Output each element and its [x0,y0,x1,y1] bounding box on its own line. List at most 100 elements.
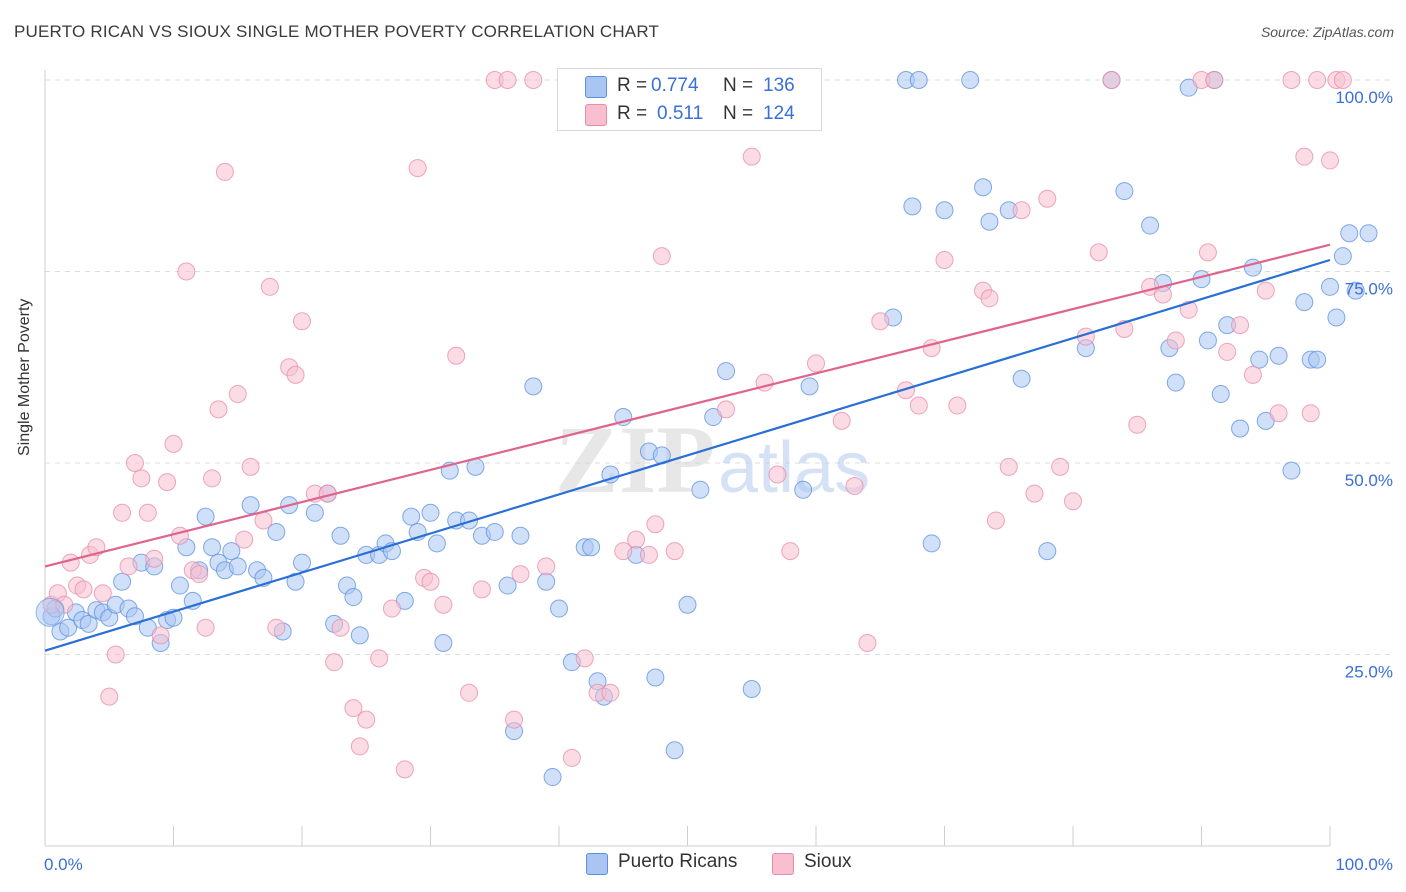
data-point [472,580,491,599]
data-point [331,618,350,637]
bottom-legend-swatch-pink [772,853,794,875]
data-point [845,476,864,495]
data-point [1327,308,1346,327]
data-point [524,377,543,396]
y-tick-label: 25.0% [1345,663,1393,682]
data-point [203,538,222,557]
data-point [254,511,273,530]
data-point [935,201,954,220]
data-point [138,503,157,522]
data-point [125,454,144,472]
source-credit: Source: ZipAtlas.com [1260,24,1394,40]
data-point [434,634,453,653]
data-point [980,212,999,231]
data-point [1295,147,1314,166]
data-point [1166,373,1185,392]
data-point [158,473,177,492]
data-point [402,507,421,526]
data-point [1308,71,1327,89]
data-point [170,576,189,595]
data-point [1231,419,1250,438]
data-point [177,262,196,281]
series-sioux [42,71,1352,779]
legend-r-value: 0.511 [657,103,704,124]
data-point [370,649,389,668]
data-point [678,595,697,614]
data-point [1102,71,1121,89]
data-point [922,534,941,553]
data-point [447,346,466,365]
data-point [1198,243,1217,262]
data-point [1269,346,1288,365]
watermark-atlas: atlas [718,428,870,508]
y-axis-label: Single Mother Poverty [16,298,33,456]
data-point [59,618,78,637]
legend-n-label: N = [723,75,754,96]
data-point [1346,281,1365,300]
data-point [350,737,369,756]
data-point [794,480,813,499]
data-point [209,400,228,419]
data-point [79,614,98,633]
data-point [215,162,234,181]
data-point [100,687,119,706]
data-point [74,580,93,599]
data-point [627,530,646,549]
data-point [537,572,556,591]
data-point [357,710,376,729]
bottom-legend-label: Sioux [804,851,852,872]
data-point [1359,224,1378,243]
data-point [1218,342,1237,361]
data-point [980,289,999,308]
data-point [395,760,414,779]
y-tick-label: 50.0% [1345,471,1393,490]
data-point [145,549,164,568]
legend-r-label: R = [617,75,648,96]
data-point [1198,331,1217,350]
data-point [582,538,601,557]
x-tick-label: 0.0% [44,855,83,874]
data-point [460,511,479,530]
data-point [293,312,311,331]
data-point [1321,277,1339,296]
data-point [1295,293,1314,312]
data-point [132,469,151,488]
data-point [350,626,369,645]
data-point [93,584,112,603]
data-point [1211,385,1230,404]
data-point [222,542,241,561]
data-point [511,526,530,545]
data-point [601,683,620,702]
data-point [511,565,530,584]
data-point [691,480,710,499]
data-point [639,545,658,564]
bottom-legend-swatch-blue [586,853,608,875]
data-point [909,396,928,415]
data-point [228,385,247,404]
data-point [742,679,761,698]
data-point [196,507,215,526]
data-point [742,147,761,166]
data-point [1128,415,1147,434]
data-point [260,277,279,296]
data-point [119,557,138,576]
data-point [832,411,851,430]
y-tick-label: 75.0% [1345,280,1393,299]
data-point [1025,484,1044,503]
data-point [427,534,446,553]
data-point [1064,492,1082,511]
data-point [267,522,286,541]
data-point [717,400,736,419]
data-point [113,503,132,522]
data-point [1250,350,1269,369]
data-point [1115,182,1134,201]
chart-title: PUERTO RICAN VS SIOUX SINGLE MOTHER POVE… [14,22,660,41]
data-point [986,511,1005,530]
data-point [498,71,517,89]
data-point [1089,243,1108,262]
data-point [1038,542,1057,561]
data-point [665,741,684,760]
data-point [382,599,401,618]
stats-legend: R = 0.774 N = 136 R = 0.511 N = 124 [557,68,822,131]
